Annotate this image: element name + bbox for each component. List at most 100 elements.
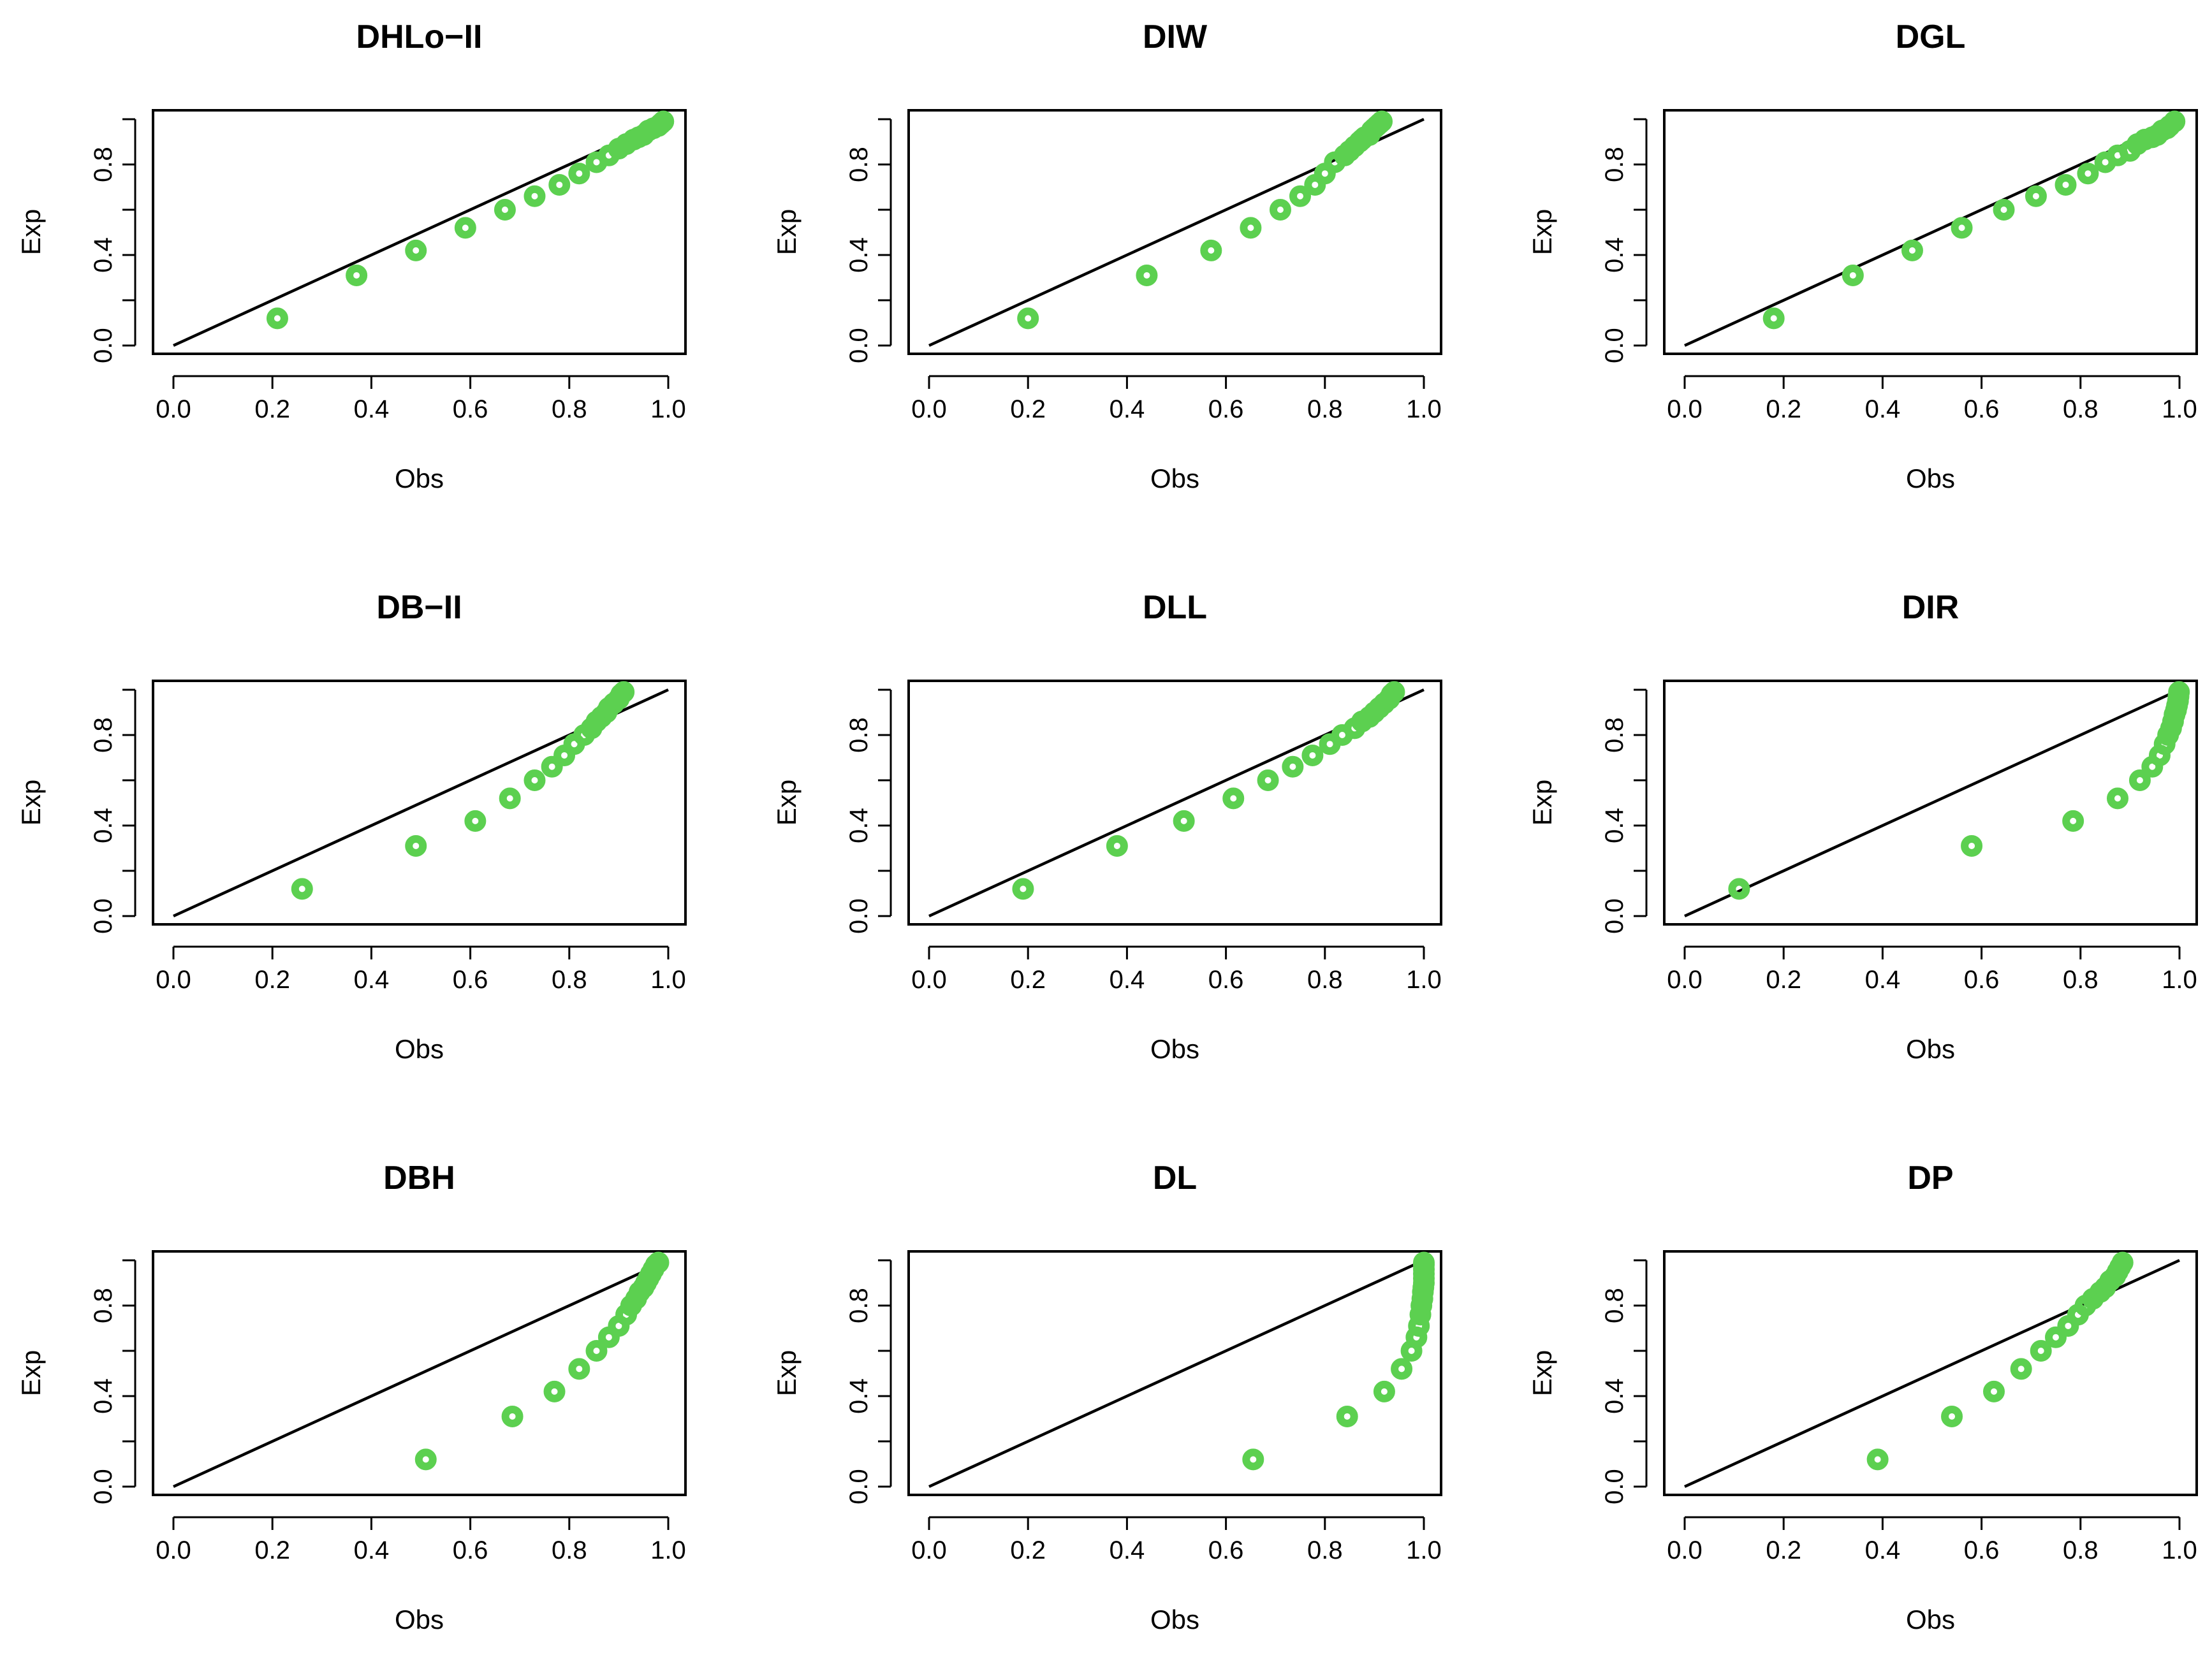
x-tick-label: 0.8 [1307,1536,1343,1564]
data-point [652,110,675,133]
x-tick-label: 0.0 [1667,395,1703,423]
y-tick-label: 0.0 [1600,898,1629,934]
data-point [585,1340,608,1362]
x-tick-label: 0.6 [1208,966,1244,994]
data-point [1842,264,1864,286]
reference-line [928,1258,1425,1489]
y-tick-label: 0.4 [845,808,873,843]
panel-title: DIR [1902,589,1959,626]
panel-title: DLL [1143,589,1207,626]
x-tick-label: 0.8 [1307,966,1343,994]
panel-title: DL [1153,1160,1197,1197]
x-tick-label: 1.0 [2162,966,2197,994]
y-tick-label: 0.8 [845,147,873,182]
x-tick-label: 0.6 [453,966,488,994]
y-tick-label: 0.0 [1600,1469,1629,1504]
panel-title: DIW [1143,18,1208,55]
data-point [1301,744,1324,766]
y-tick-label: 0.4 [1600,1378,1629,1414]
panel-8: DP 0.0 0.2 0.4 0.6 0.8 1.0 Obs 0.0 0.4 0.8 Exp [1527,1160,2198,1635]
y-tick-label: 0.4 [845,237,873,273]
x-tick-label: 0.2 [254,1536,290,1564]
data-point [1383,681,1405,703]
x-tick-label: 0.4 [1110,966,1145,994]
data-point [1269,199,1291,221]
x-tick-label: 0.8 [1307,395,1343,423]
x-tick-label: 0.4 [1865,395,1901,423]
y-axis-label: Exp [772,209,802,255]
x-tick-label: 1.0 [650,1536,686,1564]
x-tick-label: 0.4 [354,1536,390,1564]
data-point [1901,239,1923,261]
x-tick-label: 0.8 [2063,1536,2098,1564]
y-tick-label: 0.4 [845,1378,873,1414]
data-point [501,1405,524,1427]
data-point [568,1358,590,1380]
x-axis-label: Obs [395,463,444,493]
y-tick-label: 0.0 [845,1469,873,1504]
data-point [494,199,516,221]
data-point [543,1380,566,1402]
x-tick-label: 0.6 [453,1536,488,1564]
panel-3: DB−II 0.0 0.2 0.4 0.6 0.8 1.0 Obs 0.0 0.4 0.8 Exp [16,589,687,1064]
x-axis-label: Obs [1150,1034,1199,1064]
data-point [405,239,427,261]
data-point [1240,217,1262,239]
y-tick-label: 0.0 [89,1469,117,1504]
plot-frame [1663,109,2198,355]
x-tick-label: 1.0 [2162,395,2197,423]
x-tick-label: 0.2 [1010,395,1046,423]
data-point [1200,239,1222,261]
data-point [2030,1340,2052,1362]
plot-frame [152,1250,687,1496]
x-tick-label: 1.0 [1406,966,1442,994]
reference-line [173,117,669,347]
data-point [1951,217,1973,239]
panel-0: DHLo−II 0.0 0.2 0.4 0.6 0.8 1.0 Obs 0.0 0.4 0.8 Exp [16,18,687,493]
panel-2: DGL 0.0 0.2 0.4 0.6 0.8 1.0 Obs 0.0 0.4 0.8 Exp [1527,18,2198,493]
panel-6: DBH 0.0 0.2 0.4 0.6 0.8 1.0 Obs 0.0 0.4 0.8 Exp [16,1160,687,1635]
data-point [1993,199,2015,221]
x-tick-label: 0.6 [1208,395,1244,423]
data-point [548,173,571,196]
x-axis-label: Obs [395,1605,444,1635]
y-tick-label: 0.4 [1600,237,1629,273]
plot-frame [152,680,687,926]
data-point [524,185,546,207]
x-tick-label: 0.4 [1110,1536,1145,1564]
x-tick-label: 0.6 [1964,1536,2000,1564]
x-tick-label: 0.0 [156,395,191,423]
data-point [1257,769,1279,791]
plot-frame [1663,1250,2198,1496]
x-tick-label: 0.6 [1964,966,2000,994]
panel-7: DL 0.0 0.2 0.4 0.6 0.8 1.0 Obs 0.0 0.4 0.8 Exp [772,1160,1442,1635]
x-tick-label: 0.4 [1865,966,1901,994]
x-axis-label: Obs [1906,1605,1955,1635]
x-tick-label: 0.6 [1208,1536,1244,1564]
x-tick-label: 0.4 [354,966,390,994]
data-point [1373,1380,1395,1402]
x-tick-label: 0.0 [911,395,947,423]
y-tick-label: 0.0 [1600,328,1629,363]
x-tick-label: 0.0 [156,1536,191,1564]
data-point [568,163,590,185]
data-point [266,307,288,330]
x-tick-label: 0.0 [911,966,947,994]
y-axis-label: Exp [772,1350,802,1396]
data-point [1941,1405,1963,1427]
y-tick-label: 0.8 [1600,147,1629,182]
data-point [405,834,427,857]
data-point [1413,1251,1435,1274]
x-tick-label: 0.8 [552,966,587,994]
data-point [1017,307,1039,330]
x-tick-label: 0.4 [1110,395,1145,423]
y-tick-label: 0.8 [845,1288,873,1323]
data-point [1242,1448,1264,1471]
data-point [2055,173,2077,196]
y-tick-label: 0.8 [89,147,117,182]
panel-1: DIW 0.0 0.2 0.4 0.6 0.8 1.0 Obs 0.0 0.4 0.8 Exp [772,18,1442,493]
data-point [541,755,563,778]
data-point [1762,307,1785,330]
data-point [1012,878,1034,900]
y-tick-label: 0.8 [1600,717,1629,753]
